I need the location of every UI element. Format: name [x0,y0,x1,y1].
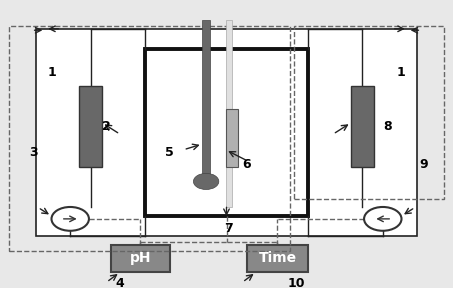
Text: 2: 2 [102,120,111,133]
Text: 1: 1 [48,65,57,79]
Text: 4: 4 [116,277,125,288]
Text: 10: 10 [288,277,305,288]
Text: Time: Time [258,251,297,266]
Text: pH: pH [130,251,151,266]
Text: 6: 6 [242,158,251,171]
Circle shape [193,173,219,190]
Text: 5: 5 [165,146,174,159]
Text: 9: 9 [419,158,428,171]
Bar [79,86,102,167]
Bar [247,245,308,272]
Bar [294,26,444,199]
Circle shape [52,207,89,231]
Text: 3: 3 [29,146,39,159]
Bar [351,86,374,167]
Bar [36,29,417,236]
Bar [145,49,308,216]
Bar [111,245,170,272]
Bar [202,20,210,179]
Bar [9,26,290,251]
Circle shape [364,207,401,231]
Bar [226,109,238,167]
Text: 7: 7 [224,222,233,236]
Text: 8: 8 [383,120,392,133]
Text: 1: 1 [396,65,405,79]
Bar [226,20,232,207]
